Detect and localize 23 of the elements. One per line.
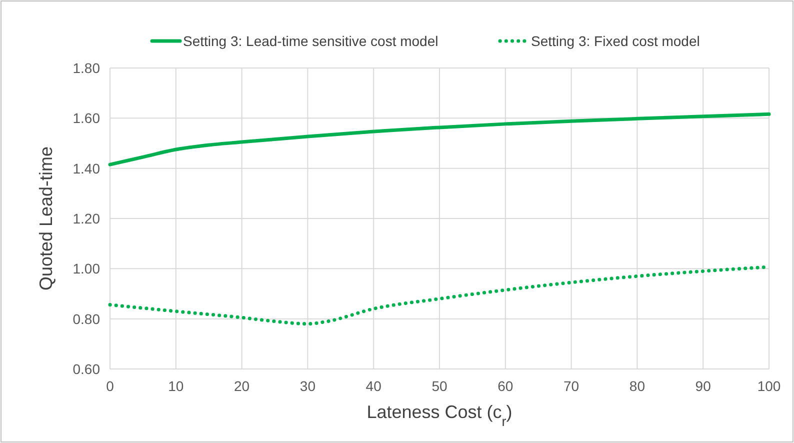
x-tick-label: 70	[564, 378, 580, 394]
y-tick-label: 1.40	[72, 160, 100, 176]
x-tick-label: 80	[629, 378, 646, 394]
x-tick-label: 10	[168, 378, 184, 394]
x-tick-label: 40	[366, 378, 382, 394]
y-axis-title: Quoted Lead-time	[36, 146, 56, 291]
x-tick-label: 60	[498, 378, 514, 394]
x-axis-title: Lateness Cost (c$_{r}$)	[366, 402, 512, 428]
legend-label: Setting 3: Lead-time sensitive cost model	[183, 33, 438, 49]
y-tick-label: 1.80	[72, 60, 100, 76]
x-tick-label: 20	[234, 378, 250, 394]
x-tick-label: 0	[106, 378, 114, 394]
legend-label: Setting 3: Fixed cost model	[531, 33, 700, 49]
y-tick-label: 1.00	[72, 260, 100, 277]
x-tick-label: 50	[432, 378, 448, 394]
y-tick-label: 1.60	[72, 110, 100, 126]
x-tick-label: 30	[300, 378, 316, 394]
y-tick-label: 1.20	[72, 210, 100, 226]
y-tick-label: 0.60	[72, 361, 100, 377]
x-tick-label: 90	[695, 378, 712, 394]
y-tick-label: 0.80	[72, 310, 100, 327]
line-series	[108, 112, 771, 166]
x-tick-label: 100	[757, 378, 781, 394]
